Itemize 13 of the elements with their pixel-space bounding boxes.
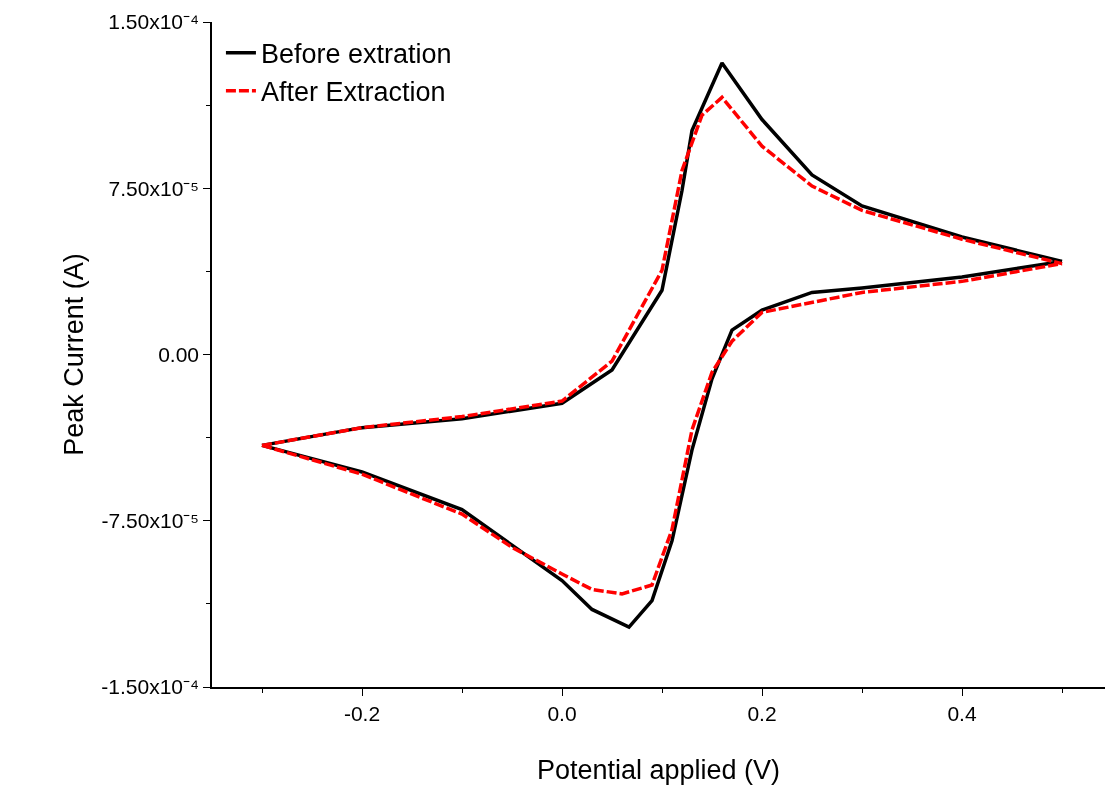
y-axis-title: Peak Current (A) [58, 253, 89, 456]
x-tick-label: 0.4 [947, 701, 977, 725]
legend-label: After Extraction [260, 77, 446, 108]
y-tick-label: -1.50x10⁻⁴ [101, 675, 200, 699]
x-tick-label: 0.0 [547, 701, 577, 725]
y-tick-label: 1.50x10⁻⁴ [108, 10, 200, 34]
x-axis-title: Potential applied (V) [536, 754, 781, 785]
y-tick-label: -7.50x10⁻⁵ [101, 509, 200, 533]
x-tick-label: -0.2 [343, 701, 381, 725]
legend-label: Before extration [260, 39, 452, 70]
y-tick-label: 7.50x10⁻⁵ [108, 176, 200, 200]
y-tick-label: 0.00 [158, 342, 200, 366]
x-tick-label: 0.2 [747, 701, 777, 725]
